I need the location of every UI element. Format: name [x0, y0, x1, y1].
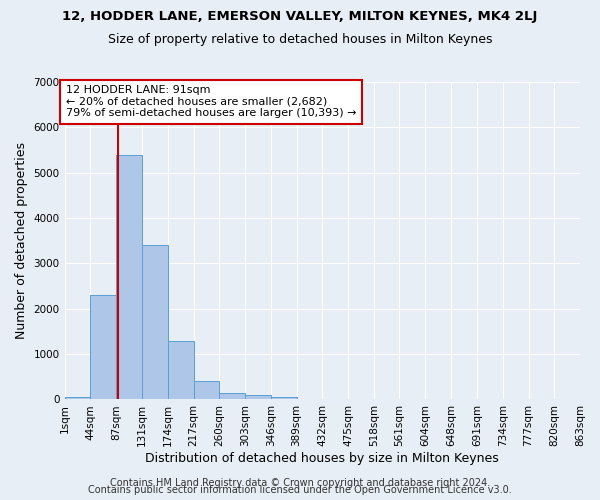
Bar — [271, 397, 296, 400]
Bar — [245, 395, 271, 400]
Bar — [142, 246, 168, 400]
Bar — [116, 154, 142, 400]
Bar — [220, 392, 245, 400]
Text: 12 HODDER LANE: 91sqm
← 20% of detached houses are smaller (2,682)
79% of semi-d: 12 HODDER LANE: 91sqm ← 20% of detached … — [66, 85, 356, 118]
Y-axis label: Number of detached properties: Number of detached properties — [15, 142, 28, 339]
X-axis label: Distribution of detached houses by size in Milton Keynes: Distribution of detached houses by size … — [145, 452, 499, 465]
Bar — [65, 397, 90, 400]
Bar — [90, 295, 116, 400]
Text: Contains HM Land Registry data © Crown copyright and database right 2024.: Contains HM Land Registry data © Crown c… — [110, 478, 490, 488]
Text: Size of property relative to detached houses in Milton Keynes: Size of property relative to detached ho… — [108, 32, 492, 46]
Text: Contains public sector information licensed under the Open Government Licence v3: Contains public sector information licen… — [88, 485, 512, 495]
Text: 12, HODDER LANE, EMERSON VALLEY, MILTON KEYNES, MK4 2LJ: 12, HODDER LANE, EMERSON VALLEY, MILTON … — [62, 10, 538, 23]
Bar — [168, 340, 194, 400]
Bar — [194, 382, 220, 400]
